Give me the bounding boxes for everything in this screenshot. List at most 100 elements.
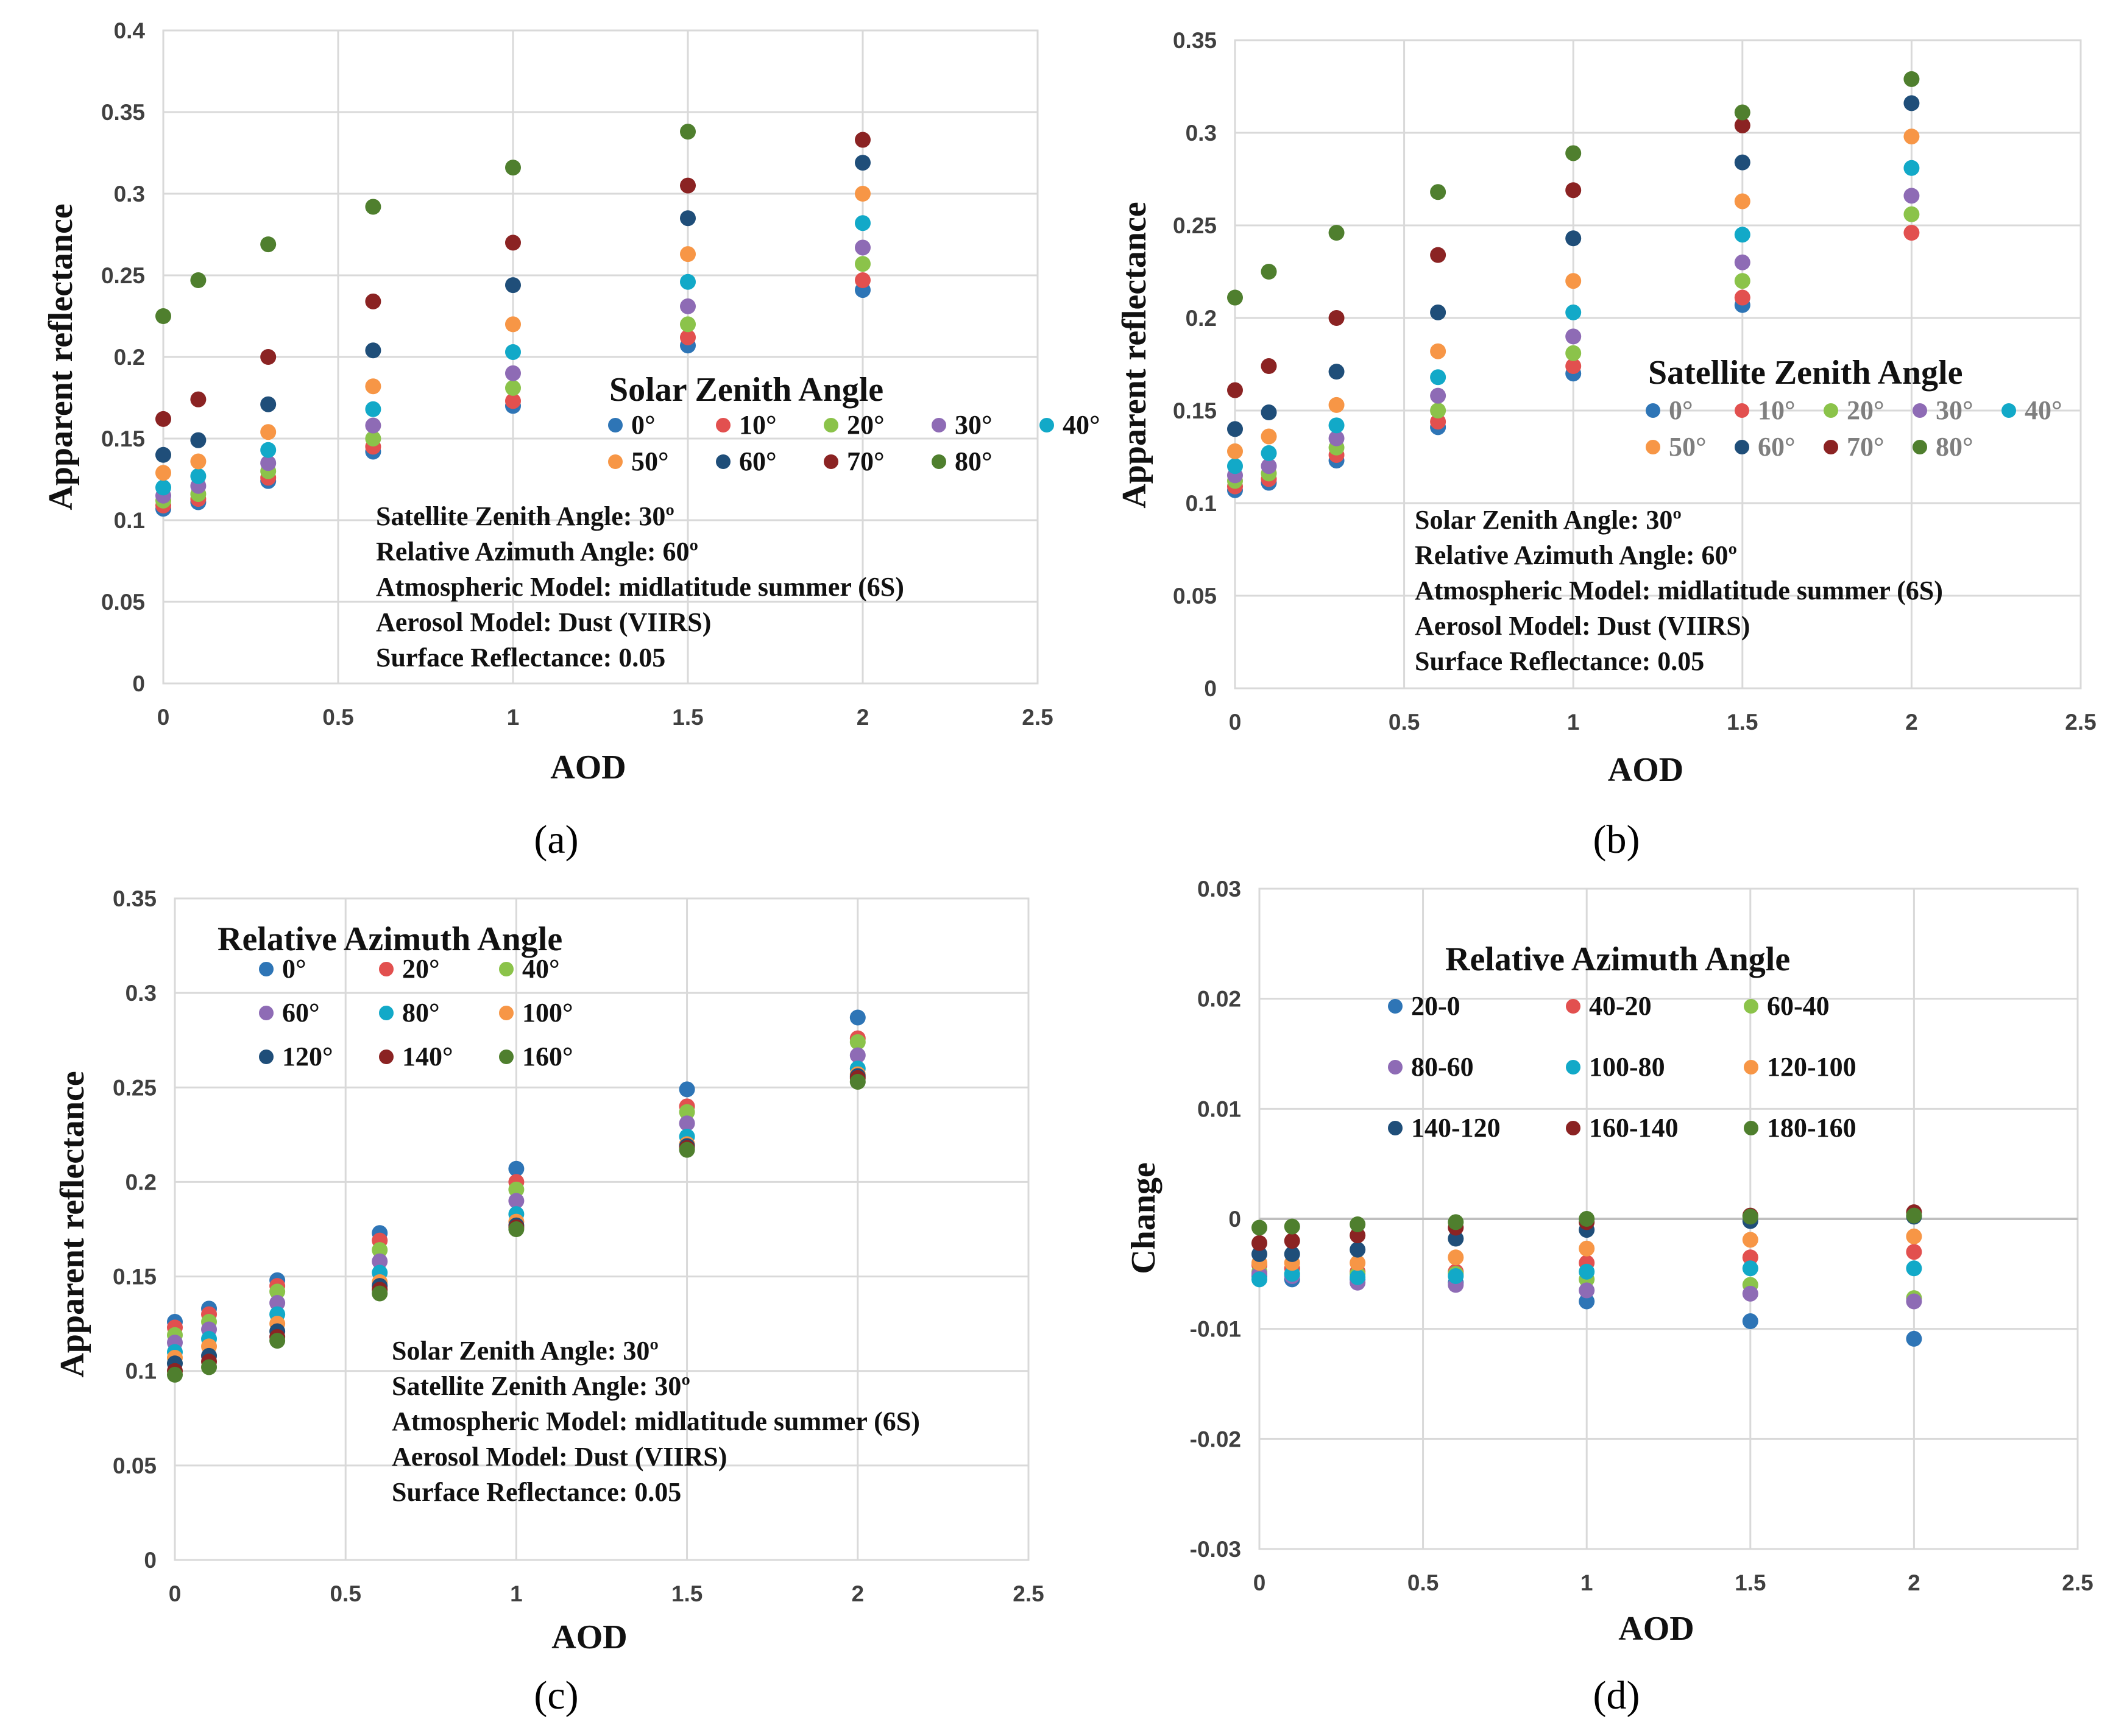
legend-title: Solar Zenith Angle — [609, 371, 883, 409]
annotation-text: Surface Reflectance: 0.05 — [1415, 646, 1704, 676]
data-point — [1430, 304, 1446, 320]
data-point — [1734, 117, 1750, 133]
x-tick-label: 0 — [1253, 1570, 1266, 1595]
data-point — [1261, 358, 1277, 375]
legend-marker — [1735, 440, 1749, 454]
legend-label: 60° — [739, 446, 777, 476]
legend-marker — [259, 962, 274, 976]
data-point — [1350, 1269, 1366, 1285]
y-tick-label: -0.02 — [1190, 1427, 1241, 1452]
data-point — [1350, 1255, 1366, 1271]
data-point — [505, 365, 521, 381]
legend-label: 120-100 — [1767, 1052, 1856, 1082]
data-point — [190, 453, 207, 470]
annotation-text: Relative Azimuth Angle: 60º — [376, 537, 698, 566]
data-point — [1284, 1218, 1300, 1235]
data-point — [155, 308, 171, 324]
y-tick-label: 0.2 — [126, 1170, 157, 1194]
legend-label: 80-60 — [1411, 1052, 1474, 1082]
y-tick-label: 0.4 — [114, 18, 146, 43]
legend-label: 20° — [402, 954, 440, 984]
legend-label: 160° — [522, 1042, 573, 1071]
data-point — [1251, 1219, 1267, 1236]
data-point — [849, 1073, 866, 1090]
data-point — [1565, 230, 1582, 247]
y-tick-label: 0 — [1204, 676, 1217, 701]
data-point — [680, 316, 696, 333]
legend-label: 30° — [1936, 395, 1973, 425]
data-point — [1430, 369, 1446, 386]
data-point — [1903, 188, 1920, 204]
data-point — [1284, 1233, 1300, 1249]
panel-caption: (c) — [534, 1673, 578, 1718]
x-tick-label: 0.5 — [330, 1581, 361, 1606]
data-point — [1903, 225, 1920, 241]
data-point — [190, 272, 207, 289]
legend-title: Relative Azimuth Angle — [1445, 940, 1790, 978]
data-point — [505, 379, 521, 396]
data-point — [1227, 421, 1243, 437]
y-axis-label: Apparent reflectance — [42, 203, 80, 510]
legend-label: 20° — [847, 410, 885, 440]
legend-marker — [716, 454, 731, 469]
legend-label: 70° — [847, 446, 885, 476]
annotation-text: Satellite Zenith Angle: 30º — [392, 1371, 690, 1401]
panel-caption: (d) — [1593, 1673, 1640, 1718]
data-point — [1903, 95, 1920, 111]
y-tick-label: 0.3 — [114, 182, 145, 206]
data-point — [505, 235, 521, 251]
data-point — [1328, 397, 1345, 413]
data-point — [505, 316, 521, 333]
legend-label: 20° — [1847, 395, 1885, 425]
x-tick-label: 2 — [1905, 710, 1918, 735]
data-point — [1565, 304, 1582, 320]
data-point — [155, 479, 171, 496]
annotation-text: Atmospheric Model: midlatitude summer (6… — [392, 1406, 920, 1436]
y-tick-label: -0.01 — [1190, 1317, 1241, 1342]
data-point — [505, 344, 521, 360]
data-point — [1328, 225, 1345, 241]
data-point — [505, 277, 521, 294]
legend-marker — [1388, 1121, 1403, 1135]
y-tick-label: -0.03 — [1190, 1537, 1241, 1562]
legend-label: 80° — [955, 446, 993, 476]
y-tick-label: 0.1 — [126, 1359, 157, 1384]
y-tick-label: 0.35 — [113, 886, 157, 911]
data-point — [1350, 1216, 1366, 1233]
legend-label: 180-160 — [1767, 1113, 1856, 1143]
legend-marker — [1646, 440, 1660, 454]
x-tick-label: 1.5 — [672, 705, 703, 730]
legend-marker — [824, 454, 838, 469]
data-point — [505, 393, 521, 409]
legend-marker — [1646, 403, 1660, 418]
data-point — [1734, 254, 1750, 270]
data-point — [1448, 1230, 1464, 1247]
y-tick-label: 0.03 — [1197, 877, 1241, 902]
legend-label: 40° — [522, 954, 560, 984]
data-point — [1903, 129, 1920, 145]
data-point — [1906, 1228, 1922, 1244]
data-point — [1328, 417, 1345, 434]
data-point — [849, 1009, 866, 1026]
legend-marker — [1744, 1121, 1758, 1135]
y-tick-label: 0.15 — [101, 426, 145, 451]
data-point — [1227, 443, 1243, 459]
y-tick-label: 0.15 — [113, 1265, 157, 1290]
y-tick-label: 0.3 — [1186, 121, 1217, 146]
y-tick-label: 0.1 — [1186, 491, 1217, 516]
y-tick-label: 0 — [1228, 1207, 1241, 1232]
legend-label: 40-20 — [1589, 991, 1652, 1021]
x-tick-label: 2 — [1908, 1570, 1920, 1595]
legend-label: 80° — [1936, 432, 1973, 462]
data-point — [365, 417, 381, 434]
data-point — [508, 1221, 525, 1237]
data-point — [508, 1160, 525, 1177]
data-point — [1906, 1244, 1922, 1260]
data-point — [365, 293, 381, 309]
annotation-text: Satellite Zenith Angle: 30º — [376, 501, 674, 531]
data-point — [365, 401, 381, 417]
data-point — [1742, 1260, 1758, 1277]
data-point — [1579, 1282, 1595, 1299]
data-point — [680, 246, 696, 263]
data-point — [1734, 154, 1750, 171]
